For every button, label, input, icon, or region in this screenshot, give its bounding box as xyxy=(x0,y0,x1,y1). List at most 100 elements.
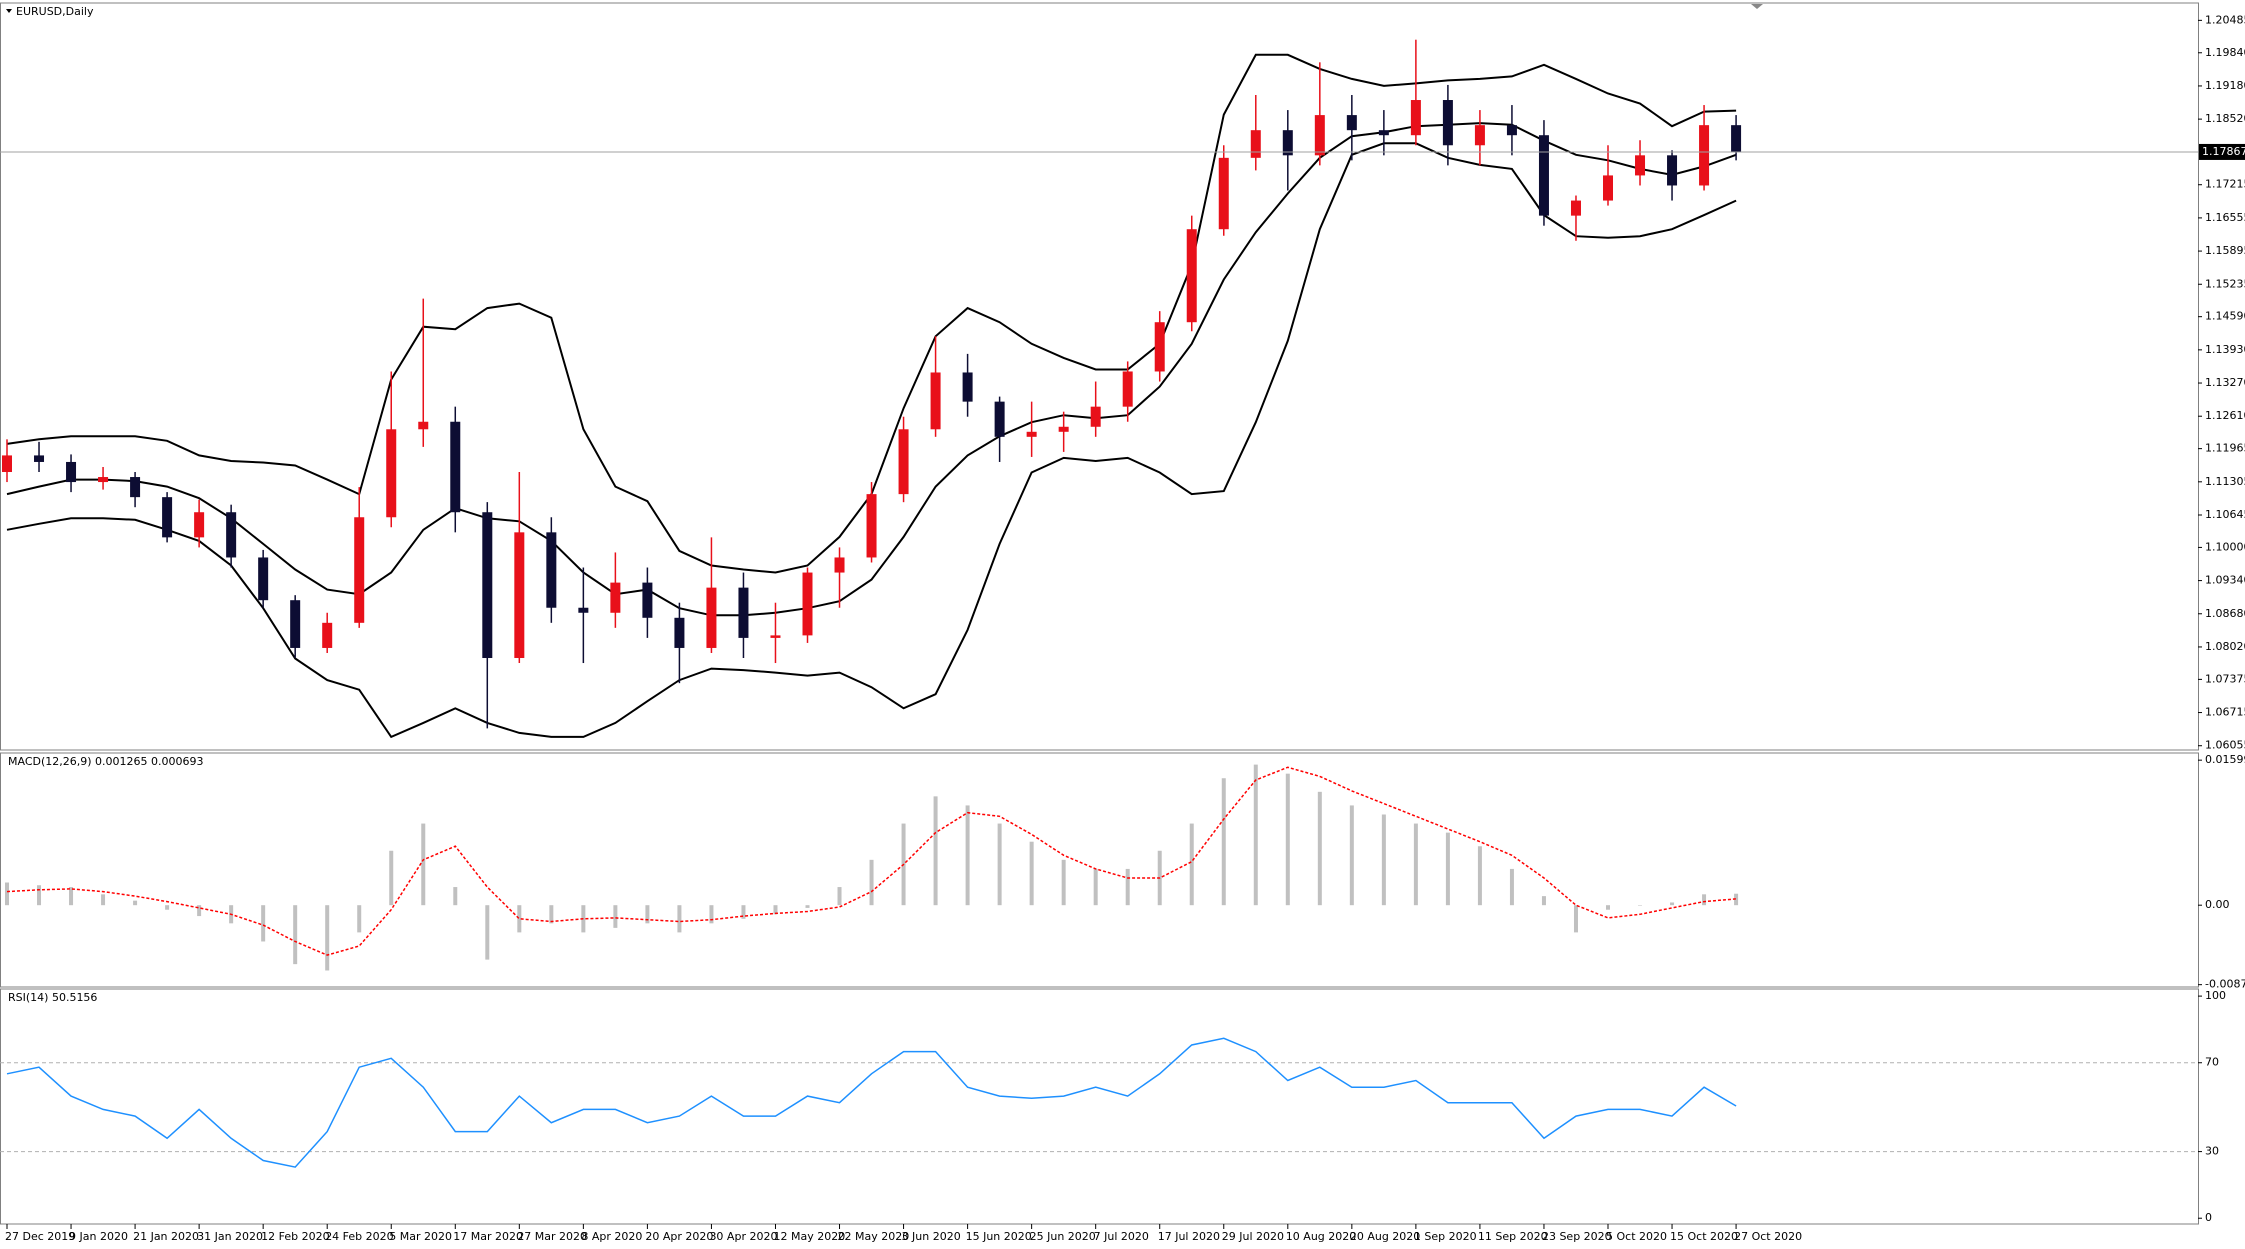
x-tick-label: 5 Mar 2020 xyxy=(389,1230,452,1243)
x-tick-label: 22 May 2020 xyxy=(838,1230,910,1243)
candle-body xyxy=(1186,229,1197,323)
macd-bar xyxy=(1445,832,1450,906)
candle-body xyxy=(930,372,941,430)
macd-bar xyxy=(1285,773,1290,906)
candle-body xyxy=(1635,155,1646,176)
y-tick-label: 1.10000 xyxy=(2205,540,2245,553)
macd-bar xyxy=(453,887,458,906)
y-tick-label: 1.20485 xyxy=(2205,13,2245,26)
candle-body xyxy=(1570,200,1581,216)
macd-bar xyxy=(37,885,42,906)
x-tick-label: 15 Oct 2020 xyxy=(1670,1230,1738,1243)
y-tick-label: 1.08680 xyxy=(2205,607,2245,620)
candle-body xyxy=(450,421,461,513)
x-tick-label: 17 Jul 2020 xyxy=(1158,1230,1220,1243)
macd-bar xyxy=(1093,868,1098,906)
x-tick-label: 30 Apr 2020 xyxy=(709,1230,777,1243)
candle-body xyxy=(1603,175,1613,201)
macd-bar xyxy=(1573,905,1578,933)
rsi-line xyxy=(6,1037,1737,1168)
y-tick-label: 1.09340 xyxy=(2205,574,2245,587)
y-tick-label: 1.11965 xyxy=(2205,442,2245,455)
macd-bar xyxy=(165,905,170,910)
macd-bar xyxy=(325,905,330,971)
candle-body xyxy=(1154,322,1165,372)
candle-body xyxy=(962,372,973,402)
macd-bar xyxy=(261,905,266,942)
y-tick-label: 1.18520 xyxy=(2205,112,2245,125)
macd-bar xyxy=(101,894,106,906)
x-tick-label: 17 Mar 2020 xyxy=(453,1230,523,1243)
menu-arrow xyxy=(6,9,12,13)
candle-body xyxy=(1506,125,1517,136)
macd-bar xyxy=(805,905,810,908)
macd-bar xyxy=(133,900,138,906)
candle-body xyxy=(226,512,237,558)
macd-bar xyxy=(1125,868,1130,906)
y-tick-label: -0.008763 xyxy=(2205,978,2245,991)
macd-bar xyxy=(773,905,778,915)
candle-body xyxy=(1026,431,1037,437)
y-tick-label: 1.08020 xyxy=(2205,640,2245,653)
macd-bar xyxy=(357,905,362,933)
macd-bar xyxy=(1670,902,1675,906)
candle-body xyxy=(66,461,77,483)
macd-bar xyxy=(1606,905,1610,910)
macd-bar xyxy=(1253,764,1258,906)
y-tick-label: 0.01599 xyxy=(2205,753,2245,766)
candle-body xyxy=(1538,135,1549,216)
x-tick-label: 21 Jan 2020 xyxy=(133,1230,199,1243)
candle-body xyxy=(322,622,333,648)
y-tick-label: 1.16555 xyxy=(2205,211,2245,224)
y-tick-label: 0 xyxy=(2205,1211,2212,1224)
y-tick-label: 1.19180 xyxy=(2205,79,2245,92)
macd-bar xyxy=(1638,905,1643,906)
candle-body xyxy=(290,600,301,648)
x-tick-label: 27 Dec 2019 xyxy=(5,1230,75,1243)
x-tick-label: 25 Jun 2020 xyxy=(1030,1230,1096,1243)
panel-title: EURUSD,Daily xyxy=(16,5,94,18)
panel-frame xyxy=(0,752,2199,988)
candle-body xyxy=(1442,100,1453,146)
panel-title: MACD(12,26,9) 0.001265 0.000693 xyxy=(8,755,204,768)
x-tick-label: 12 May 2020 xyxy=(773,1230,845,1243)
y-tick-label: 1.15235 xyxy=(2205,277,2245,290)
y-tick-label: 1.11305 xyxy=(2205,475,2245,488)
candle-body xyxy=(1667,155,1678,186)
y-tick-label: 1.17215 xyxy=(2205,178,2245,191)
shift-marker xyxy=(1751,4,1763,9)
candle-body xyxy=(866,494,877,558)
x-tick-label: 10 Aug 2020 xyxy=(1286,1230,1356,1243)
panel-frame xyxy=(0,2,2199,751)
macd-signal xyxy=(6,766,1737,956)
y-tick-label: 30 xyxy=(2205,1145,2219,1158)
x-tick-label: 27 Mar 2020 xyxy=(517,1230,587,1243)
candle-body xyxy=(1314,115,1325,156)
macd-bar xyxy=(293,905,298,965)
macd-bar xyxy=(485,905,490,960)
candle-body xyxy=(578,607,589,613)
macd-bar xyxy=(869,859,874,906)
candle-body xyxy=(738,587,749,638)
panel-frame xyxy=(0,988,2199,1225)
candle-body xyxy=(194,512,205,538)
candle-body xyxy=(34,455,45,462)
candle-body xyxy=(1122,371,1133,407)
candle-body xyxy=(770,635,781,638)
candle-body xyxy=(418,421,429,430)
candle-body xyxy=(994,401,1005,437)
x-tick-label: 5 Oct 2020 xyxy=(1606,1230,1667,1243)
panel-title: RSI(14) 50.5156 xyxy=(8,991,97,1004)
candle-body xyxy=(802,572,813,636)
candle-body xyxy=(1058,426,1069,432)
candle-body xyxy=(674,617,685,648)
x-tick-label: 23 Sep 2020 xyxy=(1542,1230,1612,1243)
y-tick-label: 100 xyxy=(2205,989,2226,1002)
x-tick-label: 1 Sep 2020 xyxy=(1414,1230,1477,1243)
macd-bar xyxy=(1029,841,1034,906)
y-tick-label: 1.13270 xyxy=(2205,376,2245,389)
candle-body xyxy=(1474,125,1485,146)
y-tick-label: 1.13930 xyxy=(2205,343,2245,356)
macd-bar xyxy=(1702,894,1707,906)
